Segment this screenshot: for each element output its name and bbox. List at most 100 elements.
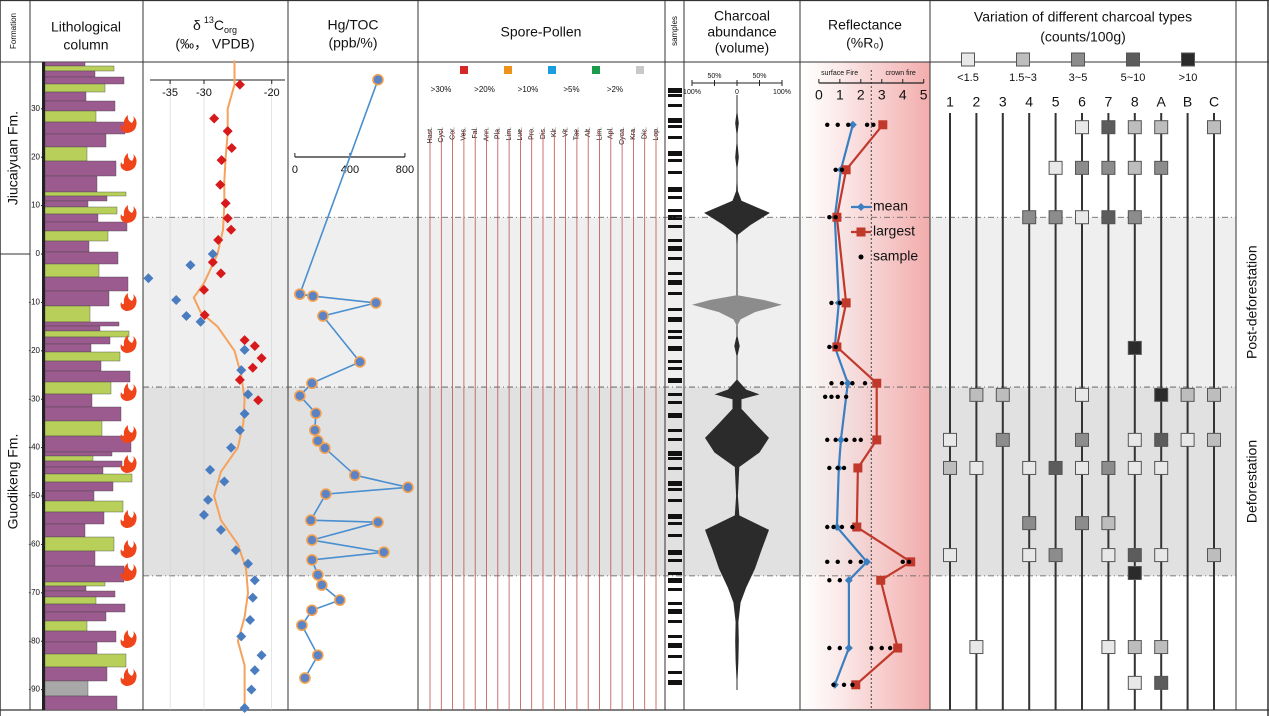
sample-bar	[668, 367, 682, 370]
sample-bar	[668, 588, 682, 591]
formation-header: Formation	[9, 13, 18, 49]
x-tick-label: -30	[196, 87, 212, 99]
sample-bar	[668, 393, 682, 396]
marker	[900, 559, 905, 565]
sample-bar	[668, 514, 682, 519]
diamond-marker	[234, 425, 245, 436]
charcoal-square	[1048, 548, 1063, 563]
marker	[306, 554, 318, 566]
charcoal-square	[1075, 387, 1089, 402]
marker	[305, 514, 317, 527]
charcoal-square	[1180, 387, 1195, 402]
marker	[316, 579, 328, 591]
sample-bar	[668, 225, 682, 228]
diamond-marker	[247, 592, 258, 603]
x-tick-label: 50%	[707, 73, 721, 80]
diamond-marker	[226, 224, 237, 235]
lithology-layer	[44, 70, 96, 78]
charcoal-square	[1207, 548, 1221, 563]
lithology-layer	[44, 473, 133, 483]
lithology-layer	[44, 325, 101, 332]
marker	[312, 435, 324, 447]
marker	[872, 435, 882, 445]
marker	[839, 167, 845, 172]
diamond-marker	[253, 395, 264, 406]
charcoal-square	[1127, 340, 1142, 355]
charcoal-square	[1154, 548, 1169, 563]
lithology-layer	[44, 276, 129, 292]
diamond-marker	[249, 575, 260, 586]
diamond-marker	[222, 213, 233, 224]
sample-bar	[668, 257, 682, 260]
legend-label: 3~5	[1069, 72, 1088, 84]
diamond-marker	[209, 113, 220, 124]
lithology-layer	[44, 460, 123, 468]
legend-swatch	[1016, 52, 1030, 67]
diamond-marker	[213, 234, 224, 245]
depth-tick-label: -20	[28, 346, 40, 355]
diamond-marker	[256, 650, 267, 661]
marker	[858, 437, 864, 443]
lithology-layer	[44, 381, 112, 395]
diamond-marker	[143, 273, 154, 284]
sample-bar	[668, 457, 682, 460]
samples-header: samples	[670, 16, 679, 46]
sample-bar	[668, 578, 682, 583]
charcoal-square	[1022, 460, 1037, 475]
lithology-layer	[44, 110, 97, 123]
charcoal-square	[1154, 387, 1169, 402]
sample-bar	[668, 196, 682, 199]
marker	[843, 379, 852, 388]
lithology-layer	[44, 596, 97, 605]
lithology-layer	[44, 133, 107, 148]
x-tick-label: 3	[878, 87, 886, 103]
lithology-layer	[44, 466, 104, 475]
fire-icon	[120, 335, 137, 353]
charcoal-square	[1127, 210, 1142, 225]
diamond-marker	[198, 509, 209, 520]
sample-bar	[668, 378, 682, 383]
fire-icon	[120, 383, 137, 401]
marker	[848, 120, 857, 129]
marker	[869, 645, 874, 651]
charcoal-square	[1022, 210, 1037, 225]
marker	[829, 300, 834, 306]
marker	[312, 649, 324, 662]
diamond-marker	[203, 494, 214, 505]
marker	[827, 645, 832, 651]
diamond-marker	[215, 524, 226, 535]
depth-tick-label: 30	[31, 104, 40, 113]
marker	[833, 437, 838, 443]
charcoal-square	[1127, 160, 1142, 175]
marker	[372, 516, 384, 528]
class-swatch	[504, 66, 512, 74]
marker	[825, 559, 830, 565]
lithology-layer	[44, 343, 92, 353]
lithology-layer	[44, 251, 119, 265]
sample-bar	[668, 280, 682, 285]
legend-label: mean	[873, 198, 908, 214]
diamond-marker	[198, 284, 209, 295]
fire-icon	[120, 630, 137, 648]
sample-bar	[668, 451, 682, 456]
sample-bar	[668, 136, 682, 139]
lithology-layer	[44, 680, 89, 697]
depth-tick-label: 20	[31, 152, 40, 161]
marker	[829, 394, 834, 400]
charcoal-square	[1075, 120, 1089, 135]
lithology-layer	[44, 565, 125, 583]
formation-name: Guodikeng Fm.	[5, 434, 21, 530]
depth-tick-label: 0	[36, 249, 41, 258]
sample-bar	[668, 272, 682, 275]
diamond-marker	[249, 665, 260, 676]
charcoal-square	[1075, 432, 1089, 447]
marker	[853, 463, 863, 473]
lithology-layer	[44, 351, 121, 362]
lithology-layer	[44, 221, 128, 232]
marker	[871, 122, 876, 127]
charcoal-square	[1075, 210, 1089, 225]
sample-bar	[668, 522, 682, 525]
panel-title: (%R₀)	[846, 35, 884, 51]
sample-bar	[668, 246, 682, 251]
